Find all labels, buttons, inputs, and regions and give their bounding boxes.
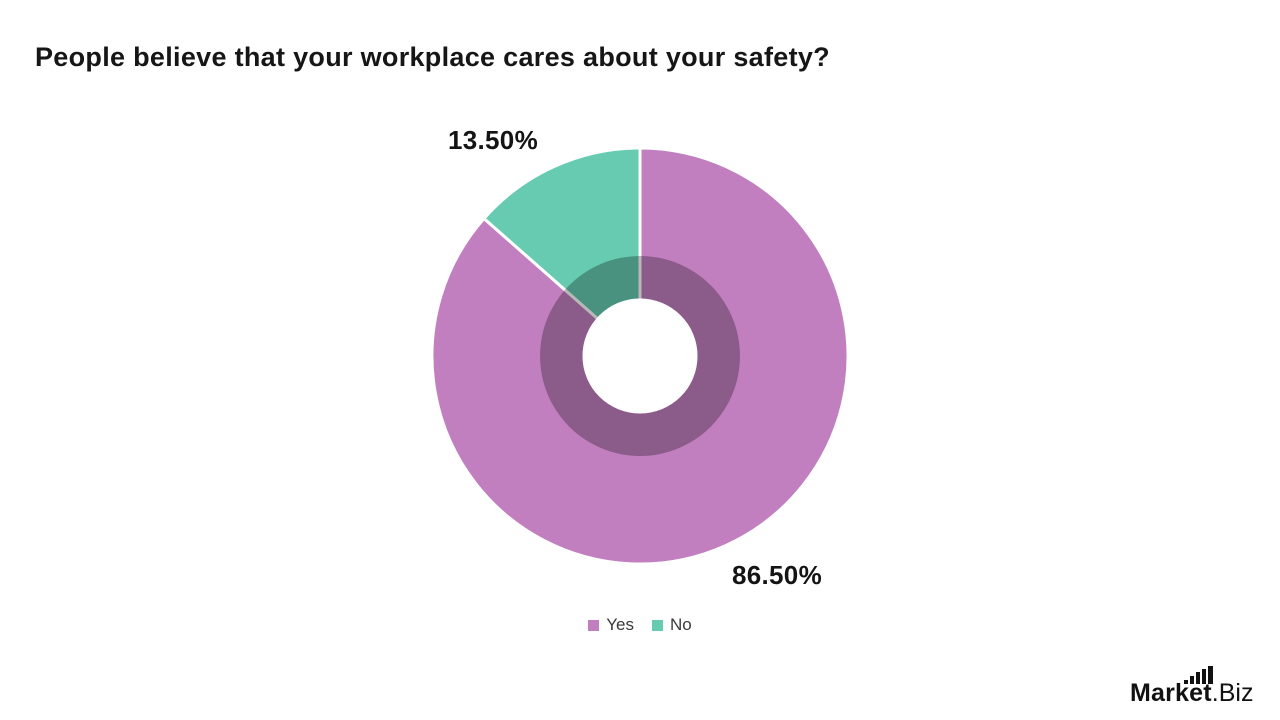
- legend-item-no: No: [652, 615, 692, 635]
- legend-label-yes: Yes: [606, 615, 634, 634]
- brand-name-bold: Market: [1130, 679, 1212, 707]
- legend-item-yes: Yes: [588, 615, 634, 635]
- legend: Yes No: [0, 615, 1280, 635]
- inner-ring-overlay: [540, 256, 740, 456]
- page-title: People believe that your workplace cares…: [35, 42, 830, 72]
- brand-logo: Market.Biz: [1130, 666, 1272, 708]
- donut-chart: [428, 144, 852, 568]
- legend-swatch-no: [652, 619, 663, 631]
- legend-label-no: No: [670, 615, 692, 634]
- donut-hole: [582, 298, 698, 414]
- pie-slice-no: [482, 146, 642, 358]
- legend-swatch-yes: [588, 619, 600, 631]
- bar-chart-icon: [1184, 666, 1213, 684]
- brand-name-rest: .Biz: [1211, 679, 1254, 707]
- value-label-yes: 86.50%: [732, 560, 822, 590]
- pie-svg: [430, 146, 850, 566]
- value-label-no: 13.50%: [448, 125, 538, 155]
- brand-text: Market.Biz: [1130, 679, 1253, 708]
